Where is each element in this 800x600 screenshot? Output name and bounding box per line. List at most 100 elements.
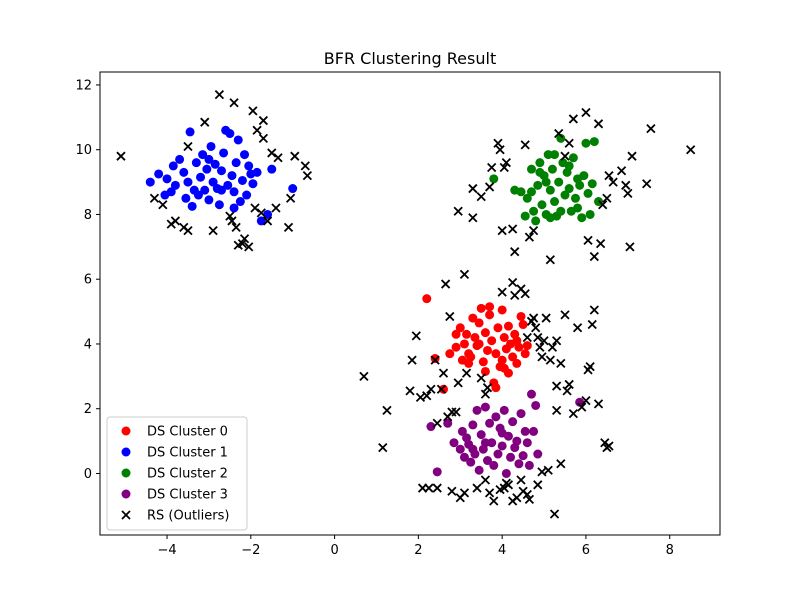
data-point [145,177,155,187]
outlier-point [581,107,591,118]
outlier-point [545,255,555,265]
data-point [468,420,478,430]
outlier-point [170,216,181,226]
data-point [219,148,229,158]
outlier-point [200,117,210,127]
data-point [585,209,595,219]
outlier-point [267,148,277,158]
data-point [443,418,453,428]
data-point [288,184,298,194]
outlier-point [604,170,614,181]
data-point [242,190,252,200]
data-point [537,200,547,210]
data-point [499,405,509,415]
series-4 [116,90,696,519]
series-2 [489,133,604,226]
outlier-point [422,391,432,401]
outlier-point [426,384,436,394]
outlier-point [562,386,572,396]
data-point [227,171,237,181]
data-point [497,441,507,451]
data-point [229,187,239,197]
outlier-point [627,151,637,161]
series-0 [422,294,532,394]
outlier-point [642,179,652,189]
data-point [518,451,528,461]
outlier-point [487,162,497,173]
y-axis: 0 2 4 6 8 10 12 [75,78,100,482]
outlier-point [290,151,300,161]
data-point [204,154,214,164]
data-point [564,161,574,171]
data-point [485,310,495,320]
outlier-point [568,408,579,419]
data-point [216,185,226,195]
data-point [506,452,516,462]
outlier-point [585,361,595,372]
data-point [267,164,277,174]
series-3 [426,389,585,478]
outlier-point [589,305,599,315]
outlier-point [183,226,193,236]
data-marks [116,90,696,519]
data-point [474,339,484,349]
outlier-point [424,483,434,493]
data-point [520,349,530,359]
x-tick-label: 8 [666,543,674,558]
outlier-point [549,509,560,519]
data-point [489,460,499,470]
outlier-point [239,234,250,244]
outlier-point [438,368,449,378]
outlier-point [476,192,486,202]
outlier-point [625,242,635,252]
outlier-point [227,216,237,226]
outlier-point [524,494,535,505]
data-point [543,150,553,160]
outlier-point [432,418,442,428]
outlier-point [430,355,440,365]
data-point [514,459,524,469]
outlier-point [459,488,470,498]
outlier-point [459,269,470,279]
outlier-point [237,238,248,249]
data-point [233,135,243,145]
data-point [480,438,490,448]
data-point [497,428,507,438]
data-point [516,311,526,321]
data-point [422,294,432,304]
outlier-point [507,224,518,234]
data-point [183,177,193,187]
outlier-point [214,90,225,100]
data-point [439,384,449,394]
outlier-point [510,247,520,257]
data-point [464,358,474,368]
data-point [512,358,522,368]
legend-label: RS (Outliers) [147,509,229,524]
outlier-point [537,467,547,477]
legend-item: RS (Outliers) [121,509,229,524]
data-point [462,329,472,339]
x-tick-label: 4 [498,543,506,558]
data-point [508,352,518,362]
data-point [489,174,499,184]
outlier-point [516,475,526,485]
outlier-point [535,342,545,352]
data-point [474,318,484,328]
series-1 [145,125,298,226]
outlier-point [623,188,633,199]
data-point [491,383,501,393]
outlier-point [593,399,604,409]
data-point [522,341,532,351]
data-point [210,159,220,169]
data-point [501,468,511,478]
data-point [497,355,507,365]
data-point [518,320,528,330]
data-point [162,174,172,184]
outlier-point [149,193,160,203]
data-point [185,127,195,137]
outlier-point [524,232,535,242]
data-point [476,430,486,440]
x-tick-label: −2 [241,543,260,558]
outlier-point [285,193,296,203]
data-point [533,180,543,190]
